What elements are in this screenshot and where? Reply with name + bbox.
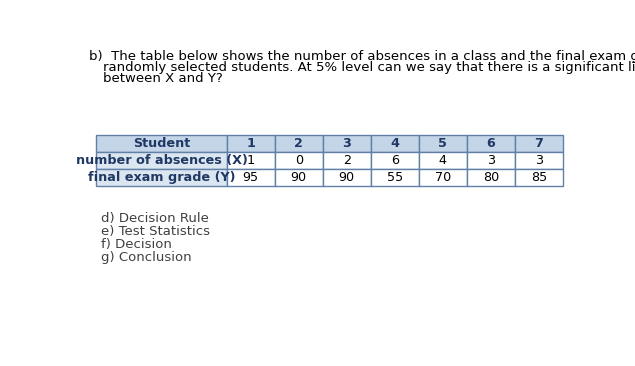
Bar (515, 152, 563, 169)
Text: e) Test Statistics: e) Test Statistics (101, 225, 210, 238)
Bar (515, 169, 563, 186)
Text: 1: 1 (246, 154, 255, 167)
Text: 5: 5 (438, 137, 447, 150)
Bar (97, 135, 227, 152)
Text: b)  The table below shows the number of absences in a class and the final exam g: b) The table below shows the number of a… (89, 50, 635, 63)
Bar (467, 169, 515, 186)
Bar (371, 135, 419, 152)
Bar (419, 169, 467, 186)
Text: f) Decision: f) Decision (101, 238, 172, 251)
Text: 6: 6 (486, 137, 495, 150)
Text: 90: 90 (338, 171, 355, 184)
Bar (275, 169, 323, 186)
Text: 7: 7 (535, 137, 544, 150)
Bar (371, 169, 419, 186)
Bar (227, 152, 275, 169)
Text: 3: 3 (535, 154, 543, 167)
Bar (227, 135, 275, 152)
Bar (227, 169, 275, 186)
Bar (323, 169, 371, 186)
Text: 0: 0 (295, 154, 303, 167)
Text: 70: 70 (435, 171, 451, 184)
Text: 80: 80 (483, 171, 499, 184)
Bar (515, 135, 563, 152)
Bar (97, 169, 227, 186)
Bar (419, 135, 467, 152)
Text: 55: 55 (387, 171, 403, 184)
Text: g) Conclusion: g) Conclusion (101, 251, 192, 264)
Bar (323, 152, 371, 169)
Text: 4: 4 (391, 137, 399, 150)
Text: 85: 85 (531, 171, 547, 184)
Text: final exam grade (Y): final exam grade (Y) (88, 171, 236, 184)
Text: d) Decision Rule: d) Decision Rule (101, 212, 209, 225)
Bar (419, 152, 467, 169)
Text: 3: 3 (487, 154, 495, 167)
Text: 4: 4 (439, 154, 447, 167)
Text: 90: 90 (291, 171, 307, 184)
Text: between X and Y?: between X and Y? (103, 72, 222, 85)
Text: 1: 1 (246, 137, 255, 150)
Text: 2: 2 (343, 154, 351, 167)
Bar (275, 135, 323, 152)
Text: 95: 95 (243, 171, 258, 184)
Bar (323, 135, 371, 152)
Text: number of absences (X): number of absences (X) (76, 154, 248, 167)
Text: randomly selected students. At 5% level can we say that there is a significant l: randomly selected students. At 5% level … (103, 61, 635, 74)
Text: 2: 2 (294, 137, 303, 150)
Text: 6: 6 (391, 154, 399, 167)
Bar (467, 152, 515, 169)
Bar (275, 152, 323, 169)
Text: Student: Student (133, 137, 190, 150)
Text: 3: 3 (342, 137, 351, 150)
Bar (97, 152, 227, 169)
Bar (371, 152, 419, 169)
Bar (467, 135, 515, 152)
